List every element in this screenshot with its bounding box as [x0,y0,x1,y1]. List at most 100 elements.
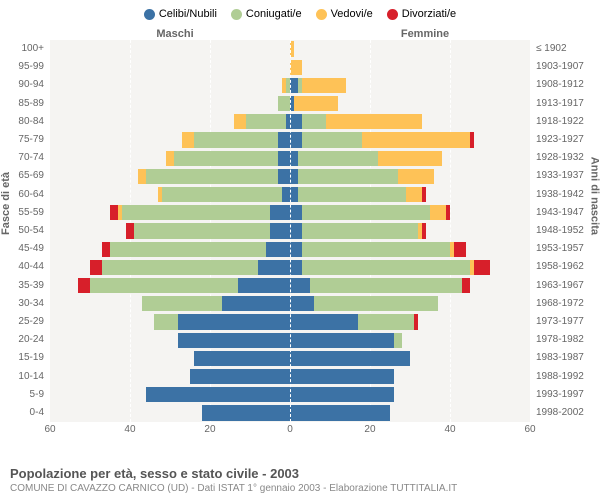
birthyear-label: 1993-1997 [536,390,584,400]
age-label: 25-29 [18,317,44,327]
birthyear-label: 1943-1947 [536,208,584,218]
y-right-labels: ≤ 19021903-19071908-19121913-19171918-19… [532,40,600,422]
bar-male [50,296,290,311]
bar-segment [134,223,270,238]
legend-label: Celibi/Nubili [159,8,217,20]
age-label: 50-54 [18,226,44,236]
age-label: 85-89 [18,99,44,109]
legend-swatch [387,9,398,20]
birthyear-label: 1988-1992 [536,372,584,382]
bar-segment [302,205,430,220]
bar-segment [290,132,302,147]
bar-segment [290,169,298,184]
legend-item: Celibi/Nubili [144,8,217,20]
bar-male [50,78,290,93]
bar-segment [290,314,358,329]
bar-segment [302,242,450,257]
bar-segment [290,260,302,275]
chart-footer: Popolazione per età, sesso e stato civil… [10,466,590,494]
bar-female [290,278,530,293]
bar-male [50,114,290,129]
bar-segment [270,223,290,238]
age-label: 75-79 [18,135,44,145]
bar-segment [126,223,134,238]
bar-segment [406,187,422,202]
birthyear-label: 1953-1957 [536,244,584,254]
birthyear-label: 1958-1962 [536,262,584,272]
bar-segment [290,151,298,166]
age-label: 65-69 [18,171,44,181]
bar-segment [194,132,278,147]
bar-segment [290,114,302,129]
birthyear-label: 1948-1952 [536,226,584,236]
bar-segment [414,314,418,329]
bar-female [290,41,530,56]
bar-female [290,369,530,384]
bar-male [50,132,290,147]
bar-segment [310,278,462,293]
bar-segment [290,351,410,366]
bar-segment [190,369,290,384]
age-label: 60-64 [18,190,44,200]
bar-segment [290,223,302,238]
bar-segment [302,114,326,129]
legend-item: Coniugati/e [231,8,302,20]
bar-segment [358,314,414,329]
bar-segment [362,132,470,147]
bar-segment [290,296,314,311]
bar-segment [166,151,174,166]
bar-female [290,333,530,348]
bar-segment [182,132,194,147]
age-label: 55-59 [18,208,44,218]
age-label: 95-99 [18,62,44,72]
bar-male [50,169,290,184]
bar-female [290,296,530,311]
birthyear-label: 1903-1907 [536,62,584,72]
bar-female [290,242,530,257]
legend-swatch [231,9,242,20]
bar-male [50,333,290,348]
bar-segment [422,187,426,202]
bar-segment [302,132,362,147]
bar-female [290,223,530,238]
birthyear-label: 1983-1987 [536,353,584,363]
legend-label: Divorziati/e [402,8,456,20]
bar-female [290,169,530,184]
bar-segment [266,242,290,257]
bar-segment [146,169,278,184]
bar-segment [110,242,266,257]
bar-segment [290,405,390,420]
bar-male [50,260,290,275]
bar-segment [422,223,426,238]
age-label: 80-84 [18,117,44,127]
bar-segment [290,242,302,257]
bar-segment [154,314,178,329]
bar-segment [290,78,298,93]
bar-male [50,96,290,111]
bar-segment [298,187,406,202]
bar-segment [278,151,290,166]
bar-segment [290,187,298,202]
bar-male [50,278,290,293]
birthyear-label: 1923-1927 [536,135,584,145]
bar-segment [234,114,246,129]
bar-segment [302,260,470,275]
birthyear-label: 1963-1967 [536,281,584,291]
bar-segment [90,278,238,293]
age-label: 70-74 [18,153,44,163]
legend-swatch [144,9,155,20]
age-label: 10-14 [18,372,44,382]
birthyear-label: 1998-2002 [536,408,584,418]
bar-segment [474,260,490,275]
bar-male [50,314,290,329]
bar-segment [378,151,442,166]
bar-segment [78,278,90,293]
bar-segment [142,296,222,311]
x-tick: 20 [364,424,375,435]
bar-segment [298,169,398,184]
legend-label: Vedovi/e [331,8,373,20]
bar-segment [290,387,394,402]
age-label: 0-4 [30,408,44,418]
birthyear-label: 1938-1942 [536,190,584,200]
bar-segment [314,296,438,311]
